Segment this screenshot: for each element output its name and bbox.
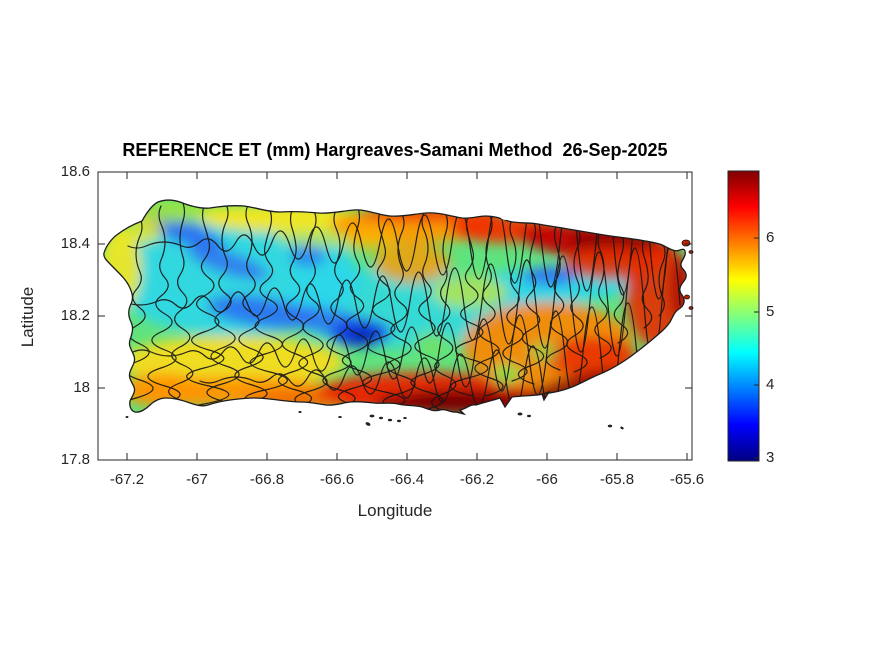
colorbar bbox=[727, 170, 760, 462]
offshore-cays bbox=[125, 411, 624, 430]
axes-frame bbox=[97, 171, 693, 461]
x-tick-marks bbox=[126, 172, 688, 460]
x-tick-label: -66.4 bbox=[389, 471, 425, 488]
colorbar-tick-marks bbox=[754, 237, 759, 459]
coastline bbox=[103, 199, 687, 416]
colorbar-tick-label: 6 bbox=[766, 229, 775, 246]
x-tick-label: -65.6 bbox=[669, 471, 705, 488]
y-tick-label: 18.6 bbox=[60, 163, 90, 180]
x-tick-label: -66 bbox=[536, 471, 558, 488]
colorbar-tick-label: 4 bbox=[766, 376, 775, 393]
y-tick-label: 18.4 bbox=[60, 235, 90, 252]
x-tick-label: -67.2 bbox=[109, 471, 145, 488]
y-tick-label: 18 bbox=[73, 379, 90, 396]
x-tick-label: -66.6 bbox=[319, 471, 355, 488]
x-tick-label: -67 bbox=[186, 471, 208, 488]
colorbar-tick-label: 3 bbox=[766, 449, 775, 466]
colorbar-gradient bbox=[727, 170, 760, 462]
x-axis-label: Longitude bbox=[357, 501, 433, 520]
y-tick-marks bbox=[98, 243, 692, 389]
colorbar-tick-label: 5 bbox=[766, 303, 775, 320]
x-tick-label: -66.8 bbox=[249, 471, 285, 488]
municipality-boundaries bbox=[103, 200, 687, 414]
bay-notch bbox=[499, 208, 513, 220]
y-tick-label: 18.2 bbox=[60, 307, 90, 324]
y-tick-label: 17.8 bbox=[60, 451, 90, 468]
x-tick-label: -66.2 bbox=[459, 471, 495, 488]
x-tick-label: -65.8 bbox=[599, 471, 635, 488]
chart-title: REFERENCE ET (mm) Hargreaves-Samani Meth… bbox=[122, 140, 668, 160]
